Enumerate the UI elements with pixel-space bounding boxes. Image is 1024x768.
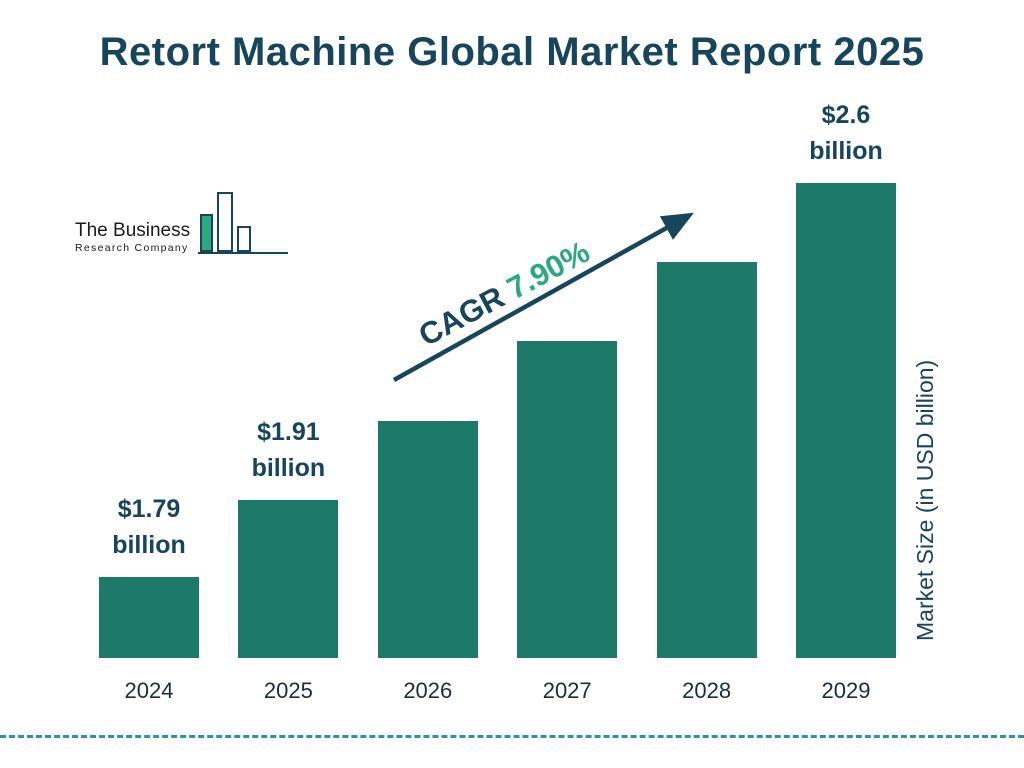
bar-value-unit: billion bbox=[251, 453, 326, 482]
bar-2024 bbox=[99, 577, 199, 658]
x-axis-label-2025: 2025 bbox=[263, 678, 313, 703]
plot-area: 2024 $1.79 billion 2025 $1.91 billion 2026 2027… bbox=[70, 100, 910, 703]
x-axis-label-2026: 2026 bbox=[403, 678, 453, 703]
logo-bar-green bbox=[200, 214, 214, 252]
logo-baseline bbox=[198, 252, 289, 254]
x-axis-label-2029: 2029 bbox=[821, 678, 871, 703]
bar-value-label-2025: $1.91 billion bbox=[218, 415, 358, 486]
bar-2027 bbox=[517, 341, 618, 658]
cagr-arrow bbox=[392, 212, 694, 382]
y-axis-label: Market Size (in USD billion) bbox=[912, 359, 938, 641]
bar-value-label-2024: $1.79 billion bbox=[79, 492, 219, 563]
bar-2026 bbox=[377, 421, 478, 658]
bar-chart-logo-icon bbox=[198, 192, 289, 254]
bar-value-label-2029: $2.6 billion bbox=[776, 98, 916, 169]
bar-2025 bbox=[238, 500, 339, 658]
bar-value-amount: $1.91 bbox=[257, 418, 320, 446]
page-title: Retort Machine Global Market Report 2025 bbox=[99, 30, 925, 74]
company-name-line2: Research Company bbox=[75, 242, 189, 254]
bar-2029 bbox=[796, 183, 896, 658]
bottom-divider bbox=[0, 735, 1024, 738]
logo-bar-tall bbox=[217, 192, 234, 252]
logo-bar-short bbox=[237, 226, 252, 252]
bar-value-amount: $1.79 bbox=[117, 495, 181, 523]
x-axis-label-2027: 2027 bbox=[542, 678, 592, 703]
x-axis-label-2024: 2024 bbox=[124, 678, 174, 703]
bar-value-unit: billion bbox=[112, 530, 186, 559]
bar-2028 bbox=[656, 262, 757, 658]
bar-value-unit: billion bbox=[809, 136, 883, 165]
x-axis-label-2028: 2028 bbox=[682, 678, 732, 703]
company-logo-text: The Business Research Company bbox=[75, 220, 191, 254]
company-name-line1: The Business bbox=[75, 220, 191, 242]
bar-value-amount: $2.6 bbox=[821, 101, 871, 129]
company-logo: The Business Research Company bbox=[75, 192, 289, 254]
